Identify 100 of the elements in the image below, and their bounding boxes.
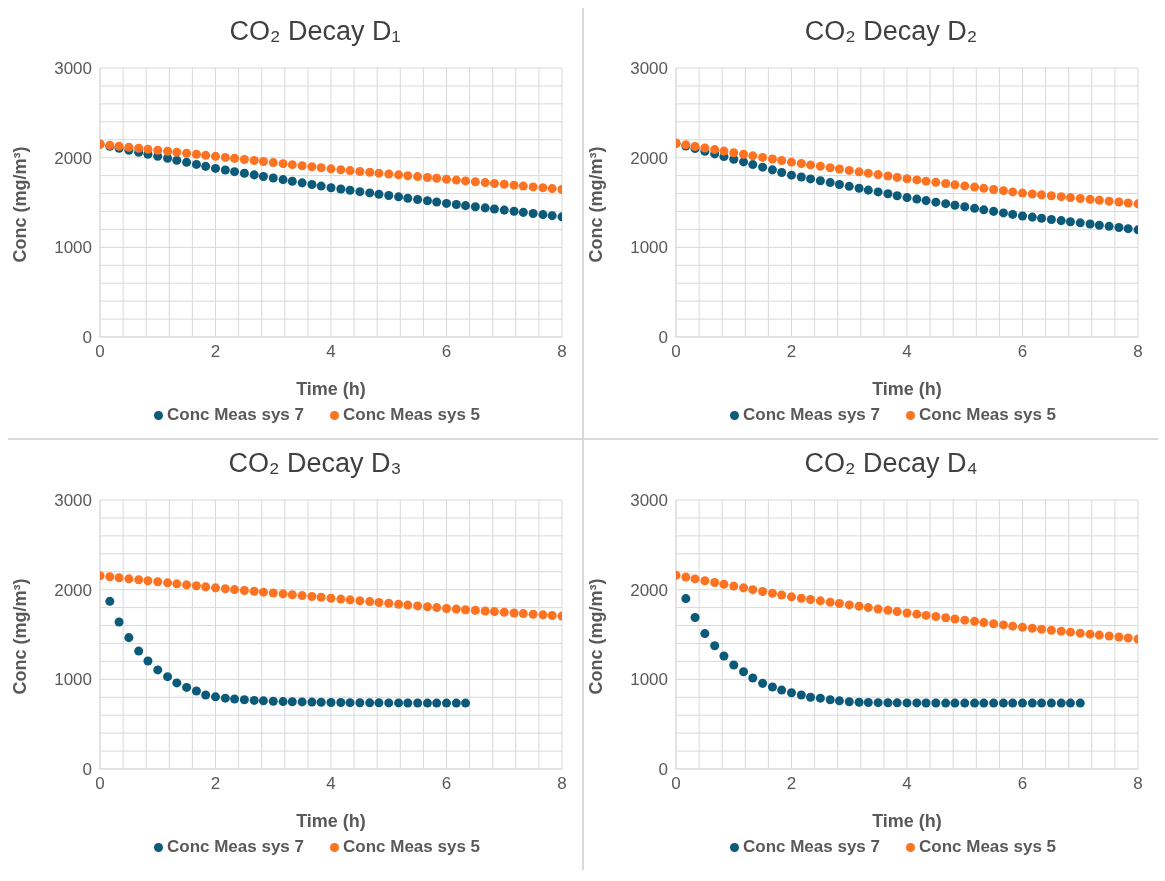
point (883, 189, 893, 199)
point (201, 582, 211, 592)
point (480, 178, 490, 188)
point (249, 586, 259, 596)
legend-label: Conc Meas sys 5 (343, 837, 481, 856)
point (815, 596, 825, 606)
point (834, 599, 844, 609)
point (1065, 217, 1075, 227)
point (374, 189, 384, 199)
point (134, 646, 144, 656)
legend-label: Conc Meas sys 7 (742, 405, 880, 424)
point (873, 187, 883, 197)
point (249, 156, 259, 166)
point (834, 696, 844, 706)
point (979, 183, 989, 193)
point (1027, 698, 1037, 708)
point (287, 160, 297, 170)
point (767, 154, 777, 164)
point (345, 595, 355, 605)
point (230, 585, 240, 595)
chart-title: CO₂ Decay D₄ (803, 448, 979, 480)
point (336, 698, 346, 708)
point (413, 172, 423, 182)
point (384, 191, 394, 201)
point (729, 660, 739, 670)
point (239, 168, 249, 178)
point (902, 174, 912, 184)
y-tick-label: 3000 (630, 491, 668, 511)
point (834, 164, 844, 174)
point (239, 585, 249, 595)
point (451, 199, 461, 209)
point (1114, 223, 1124, 233)
point (825, 597, 835, 607)
point (825, 163, 835, 173)
point (921, 196, 931, 206)
point (777, 167, 787, 177)
point (394, 170, 404, 180)
point (461, 605, 471, 615)
y-axis-title: Conc (mg/m³) (10, 146, 31, 263)
point (432, 603, 442, 613)
x-axis-title: Time (h) (296, 811, 366, 831)
point (384, 169, 394, 179)
point (287, 697, 297, 707)
point (1056, 216, 1066, 226)
point (873, 698, 883, 708)
point (345, 166, 355, 176)
point (719, 146, 729, 156)
point (1046, 214, 1056, 224)
point (960, 615, 970, 625)
point (528, 182, 538, 192)
point (143, 144, 153, 154)
legend-label: Conc Meas sys 5 (919, 405, 1057, 424)
x-tick-label: 4 (902, 342, 912, 362)
point (902, 193, 912, 203)
point (748, 585, 758, 595)
legend-label: Conc Meas sys 7 (166, 837, 304, 856)
point (201, 150, 211, 160)
y-tick-label: 0 (82, 760, 92, 780)
point (825, 178, 835, 188)
point (210, 151, 221, 161)
point (509, 206, 519, 216)
x-tick-label: 6 (441, 774, 452, 794)
point (960, 181, 970, 191)
point (1046, 191, 1056, 201)
point (316, 181, 326, 191)
point (394, 192, 404, 202)
point (1075, 193, 1085, 203)
point (191, 159, 201, 169)
point (1123, 224, 1133, 234)
point (960, 202, 970, 212)
point (355, 596, 365, 606)
point (355, 698, 365, 708)
point (998, 186, 1008, 196)
point (796, 690, 806, 700)
point (700, 629, 710, 639)
point (1008, 209, 1018, 219)
point (307, 179, 317, 189)
point (931, 612, 941, 622)
point (105, 572, 115, 582)
point (1104, 196, 1114, 206)
point (230, 153, 240, 163)
x-tick-label: 4 (326, 342, 336, 362)
point (307, 162, 317, 172)
point (114, 573, 124, 583)
chart-title: CO₂ Decay D₁ (228, 16, 402, 48)
point (201, 161, 211, 171)
point (403, 600, 413, 610)
point (815, 176, 825, 186)
point (316, 592, 326, 602)
point (806, 692, 816, 702)
point (124, 574, 134, 584)
point (163, 672, 173, 682)
point (538, 610, 548, 620)
point (124, 633, 134, 643)
point (931, 698, 941, 708)
point (739, 667, 749, 677)
point (403, 193, 413, 203)
point (729, 148, 739, 158)
point (547, 211, 557, 221)
point (989, 698, 999, 708)
